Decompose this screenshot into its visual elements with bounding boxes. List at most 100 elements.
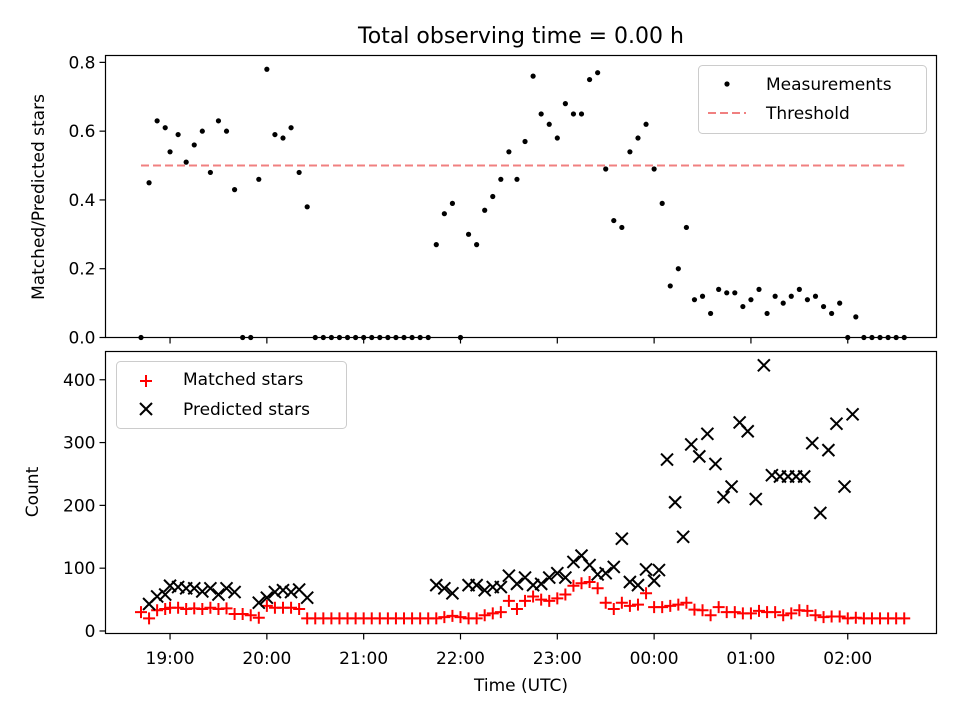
predicted-point bbox=[510, 577, 524, 591]
matched-point bbox=[220, 602, 233, 615]
predicted-point bbox=[805, 436, 819, 450]
measurement-point bbox=[675, 266, 681, 272]
predicted-point bbox=[813, 506, 828, 520]
predicted-point bbox=[158, 587, 172, 602]
measurement-point bbox=[635, 135, 641, 141]
matched-point bbox=[454, 611, 467, 624]
matched-point bbox=[591, 582, 604, 595]
measurement-point bbox=[627, 149, 633, 155]
legend-label-threshold: Threshold bbox=[765, 104, 850, 124]
matched-point bbox=[664, 599, 677, 612]
legend-marker-matched bbox=[140, 375, 152, 387]
measurement-point bbox=[465, 231, 472, 237]
predicted-point bbox=[227, 585, 242, 599]
matched-point bbox=[470, 612, 483, 625]
predicted-point bbox=[607, 560, 621, 574]
measurement-point bbox=[280, 135, 286, 141]
measurement-point bbox=[191, 142, 197, 148]
bottom-chart-legend: Matched stars Predicted stars bbox=[116, 361, 347, 429]
top-chart-legend: Measurements Threshold bbox=[698, 65, 927, 134]
predicted-point bbox=[684, 437, 698, 452]
matched-point bbox=[134, 606, 147, 619]
measurement-point bbox=[154, 118, 160, 124]
matched-point bbox=[599, 596, 612, 609]
legend-label-measurements: Measurements bbox=[766, 75, 892, 95]
matched-point bbox=[696, 604, 709, 617]
predicted-point bbox=[534, 577, 548, 591]
measurement-point bbox=[449, 200, 456, 206]
measurement-point bbox=[441, 211, 447, 217]
measurement-point bbox=[530, 73, 536, 79]
matched-point bbox=[583, 575, 596, 588]
bottom-xtick-label: 21:00 bbox=[339, 649, 388, 669]
measurement-point bbox=[716, 286, 722, 292]
predicted-point bbox=[716, 490, 731, 504]
top-chart-yticks: 0.0 0.2 0.4 0.6 0.8 bbox=[68, 53, 106, 349]
measurement-point bbox=[699, 293, 706, 299]
matched-point bbox=[438, 611, 451, 624]
bottom-chart-legend-box bbox=[116, 361, 347, 429]
measurement-point bbox=[207, 169, 213, 176]
predicted-point bbox=[150, 589, 164, 604]
measurement-point bbox=[554, 135, 560, 141]
bottom-xtick-label: 19:00 bbox=[146, 649, 195, 669]
bottom-ytick-label: 300 bbox=[63, 434, 95, 454]
matched-point bbox=[801, 604, 814, 617]
predicted-point bbox=[187, 581, 201, 595]
matched-point bbox=[535, 593, 548, 606]
measurement-point bbox=[611, 217, 617, 224]
predicted-point bbox=[542, 570, 556, 585]
predicted-point bbox=[639, 562, 653, 577]
measurement-point bbox=[804, 297, 811, 303]
predicted-point bbox=[845, 407, 860, 422]
legend-label-matched: Matched stars bbox=[183, 370, 303, 390]
matched-point bbox=[672, 598, 685, 611]
measurement-point bbox=[474, 242, 480, 248]
predicted-point bbox=[437, 581, 452, 595]
measurement-point bbox=[586, 76, 593, 83]
top-chart-frame bbox=[104, 54, 938, 339]
predicted-point bbox=[300, 590, 314, 605]
matched-point bbox=[494, 606, 507, 619]
measurement-point bbox=[595, 70, 601, 76]
predicted-point bbox=[652, 563, 666, 577]
predicted-point bbox=[692, 449, 707, 464]
measurement-point bbox=[740, 303, 746, 310]
measurement-point bbox=[659, 200, 665, 206]
predicted-point bbox=[268, 585, 282, 599]
matched-point bbox=[898, 612, 911, 625]
measurement-point bbox=[272, 131, 278, 138]
matched-point bbox=[252, 611, 265, 624]
measurement-point bbox=[796, 286, 802, 292]
bottom-chart-x-axis-label: Time (UTC) bbox=[473, 676, 568, 696]
measurement-point bbox=[683, 224, 689, 231]
predicted-point bbox=[252, 596, 266, 610]
bottom-xtick-label: 22:00 bbox=[436, 649, 485, 669]
top-chart-legend-box bbox=[698, 65, 927, 134]
bottom-chart: 0 100 200 300 400 19:00 20:00 21:00 22:00 23:00 0… bbox=[23, 350, 938, 696]
matched-point bbox=[510, 603, 523, 616]
predicted-point bbox=[797, 469, 811, 484]
predicted-point bbox=[219, 581, 234, 595]
matched-point bbox=[631, 598, 644, 611]
matched-point bbox=[486, 607, 499, 620]
top-ytick-label: 0.0 bbox=[68, 329, 95, 349]
top-chart-marks bbox=[138, 66, 907, 341]
matched-point bbox=[527, 590, 540, 603]
predicted-point bbox=[566, 555, 581, 569]
predicted-point bbox=[429, 578, 443, 592]
matched-point bbox=[607, 603, 620, 616]
predicted-point bbox=[837, 479, 852, 494]
measurement-point bbox=[490, 193, 496, 200]
matched-point bbox=[551, 592, 564, 605]
matched-point bbox=[446, 609, 459, 622]
measurement-point bbox=[764, 310, 770, 317]
predicted-point bbox=[631, 578, 645, 592]
measurement-point bbox=[433, 242, 439, 248]
matched-point bbox=[809, 609, 822, 622]
matched-point bbox=[833, 610, 846, 623]
measurement-point bbox=[667, 283, 673, 289]
bottom-chart-marks bbox=[134, 358, 911, 625]
matched-point bbox=[151, 604, 164, 617]
